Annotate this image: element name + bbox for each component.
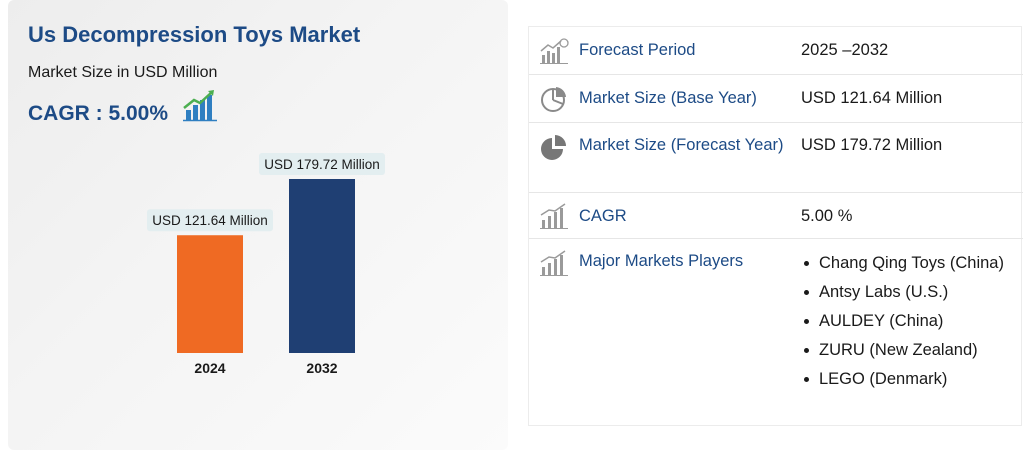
table-row-players: Major Markets Players Chang Qing Toys (C… — [529, 239, 1023, 427]
growth-arrow-icon — [183, 90, 217, 122]
row-value: USD 179.72 Million — [801, 136, 943, 154]
bar-growth-icon — [540, 203, 568, 229]
data-label: USD 121.64 Million — [152, 213, 268, 228]
table-row-forecast-period: Forecast Period 2025 –2032 — [529, 27, 1023, 75]
table-row-forecast-year: Market Size (Forecast Year) USD 179.72 M… — [529, 123, 1023, 193]
chart-subtitle: Market Size in USD Million — [28, 64, 218, 81]
row-label: Forecast Period — [579, 41, 696, 59]
list-item: Chang Qing Toys (China) — [801, 251, 1016, 275]
forecast-chart-icon — [540, 38, 569, 64]
data-label-background — [147, 209, 273, 232]
cagr-label: CAGR : 5.00% — [28, 102, 169, 125]
list-item: Antsy Labs (U.S.) — [801, 280, 1016, 304]
list-item: ZURU (New Zealand) — [801, 338, 1016, 362]
row-label: CAGR — [579, 207, 627, 225]
bar-2032 — [289, 179, 355, 353]
table-row-cagr: CAGR 5.00 % — [529, 193, 1023, 239]
row-value: 2025 –2032 — [801, 41, 889, 59]
data-label: USD 179.72 Million — [264, 157, 380, 172]
row-label: Market Size (Base Year) — [579, 89, 757, 107]
list-item: LEGO (Denmark) — [801, 367, 1016, 391]
x-tick-label: 2024 — [194, 360, 225, 376]
row-label: Market Size (Forecast Year) — [579, 136, 784, 154]
x-tick-label: 2032 — [306, 360, 337, 376]
pie-chart-icon — [541, 87, 566, 112]
data-label-background — [259, 153, 385, 175]
table-row-base-year: Market Size (Base Year) USD 121.64 Milli… — [529, 75, 1023, 123]
bar-growth-icon — [540, 250, 568, 276]
pie-chart-solid-icon — [541, 135, 566, 160]
chart-title: Us Decompression Toys Market — [28, 22, 361, 47]
row-value: USD 121.64 Million — [801, 89, 943, 107]
bar-2024 — [177, 235, 243, 353]
players-list: Chang Qing Toys (China) Antsy Labs (U.S.… — [801, 251, 1016, 396]
list-item: AULDEY (China) — [801, 309, 1016, 333]
bar-chart: USD 121.64 Million 2024 USD 179.72 Million… — [147, 153, 385, 376]
row-label: Major Markets Players — [579, 252, 744, 270]
summary-table: Forecast Period 2025 –2032 Market Size (… — [528, 26, 1023, 427]
row-value: 5.00 % — [801, 207, 853, 225]
